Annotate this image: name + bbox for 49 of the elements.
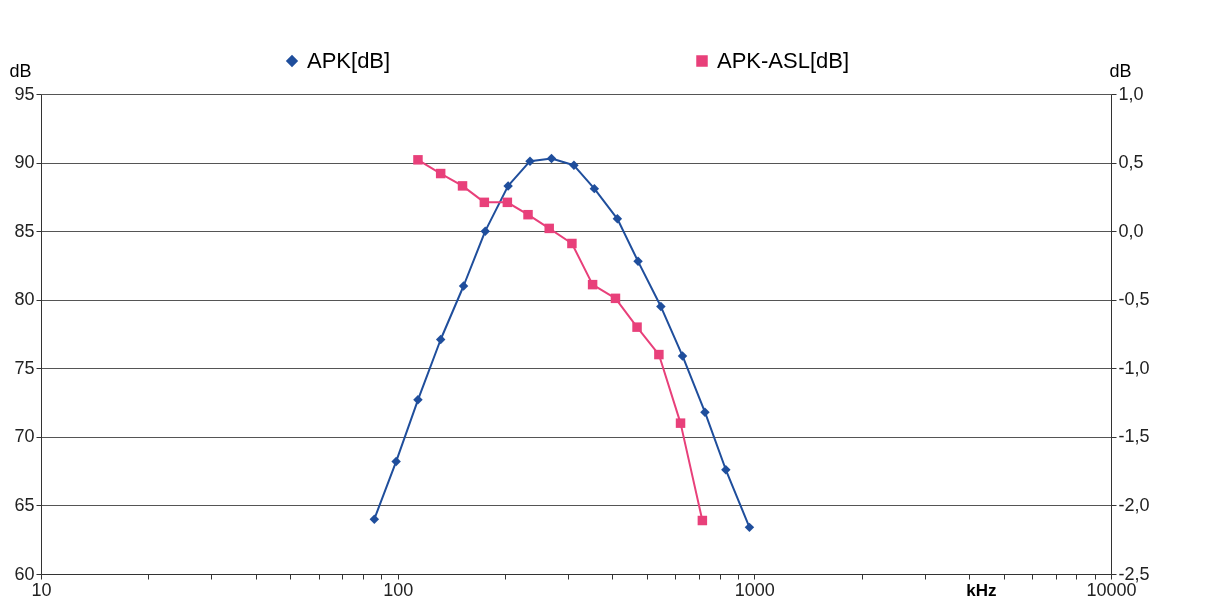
point xyxy=(435,168,446,179)
y2-axis-title: dB xyxy=(1109,60,1132,81)
point xyxy=(589,183,600,194)
point xyxy=(413,155,423,165)
y2-tick-label: -0,5 xyxy=(1118,289,1150,310)
point xyxy=(369,514,380,524)
y-tick-label: 80 xyxy=(14,289,35,310)
y-tick-label: 75 xyxy=(14,357,35,378)
point xyxy=(502,197,513,208)
point xyxy=(544,223,554,234)
y2-tick-label: 0,0 xyxy=(1118,220,1144,241)
y-tick-label: 65 xyxy=(14,494,35,515)
point xyxy=(697,515,708,526)
legend-label: APK-ASL[dB] xyxy=(717,48,850,73)
y2-tick-label: 0,5 xyxy=(1118,152,1144,173)
point xyxy=(569,160,579,171)
point xyxy=(632,322,642,332)
point xyxy=(479,197,490,208)
point xyxy=(610,293,621,304)
point xyxy=(654,349,664,360)
y-tick-label: 85 xyxy=(14,220,35,241)
y2-tick-label: 1,0 xyxy=(1118,83,1144,104)
point xyxy=(587,279,598,290)
point xyxy=(391,456,401,467)
x-tick-label: 100 xyxy=(383,579,414,600)
point xyxy=(612,214,623,224)
y2-tick-label: -2,0 xyxy=(1118,494,1150,515)
legend-label: APK[dB] xyxy=(307,48,391,73)
point xyxy=(435,334,446,345)
point xyxy=(721,465,731,475)
y2-tick-label: -1,5 xyxy=(1118,426,1150,447)
point xyxy=(656,301,666,312)
y-tick-label: 90 xyxy=(14,152,35,173)
point xyxy=(458,281,469,291)
y-tick-label: 70 xyxy=(14,426,35,447)
point xyxy=(480,226,490,236)
point xyxy=(675,418,686,428)
point xyxy=(546,153,557,164)
x-axis-title: kHz xyxy=(966,580,997,600)
y-axis-title: dB xyxy=(9,60,32,81)
point xyxy=(523,209,533,220)
y-tick-label: 95 xyxy=(14,83,35,104)
point xyxy=(677,351,688,361)
x-tick-label: 1000 xyxy=(734,579,775,600)
point xyxy=(633,256,643,267)
y2-tick-label: -1,0 xyxy=(1118,357,1150,378)
point xyxy=(457,181,468,191)
point xyxy=(744,522,755,533)
point xyxy=(567,238,577,249)
